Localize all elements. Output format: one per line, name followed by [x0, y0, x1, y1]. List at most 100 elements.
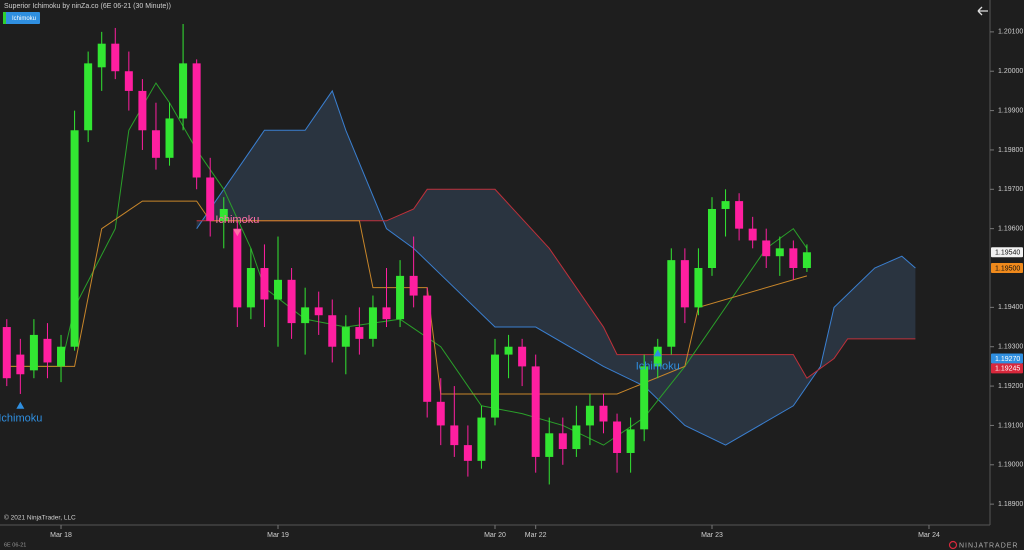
candle-body [233, 228, 242, 308]
y-tick-label: 1.19100 [998, 422, 1023, 429]
x-tick-label: Mar 24 [918, 532, 940, 539]
candle-body [436, 401, 445, 426]
candle-body [314, 307, 323, 316]
indicator-line [196, 188, 916, 379]
candle-body [599, 405, 608, 422]
indicator-button-label[interactable]: Ichimoku [12, 16, 36, 22]
candle-body [477, 417, 486, 461]
candle-body [450, 425, 459, 446]
candle-body [491, 354, 499, 418]
candle-body [789, 248, 798, 269]
candle-body [613, 421, 622, 453]
y-tick-label: 1.19200 [998, 383, 1023, 390]
candle-body [29, 334, 38, 371]
candle-body [355, 327, 364, 339]
price-marker [991, 353, 1023, 364]
indicator-button-flag [3, 12, 6, 24]
candle-body [287, 279, 296, 324]
indicator-button[interactable] [3, 12, 40, 24]
signal-label: Ichimoku [215, 214, 259, 226]
copyright: © 2021 NinjaTrader, LLC [4, 514, 76, 522]
candle-body [16, 354, 25, 375]
y-tick-label: 1.19300 [998, 344, 1023, 351]
cloud [196, 90, 916, 446]
price-marker-label: 1.19270 [995, 356, 1020, 363]
price-marker-label: 1.19540 [995, 250, 1020, 257]
indicator-line [6, 200, 808, 395]
candle-body [124, 71, 133, 91]
candle-body [382, 307, 391, 320]
candle-body [531, 366, 540, 457]
candle-body [640, 366, 649, 430]
candle-body [585, 405, 594, 426]
signal-label: Ichimoku [0, 413, 42, 425]
candle-body [735, 201, 744, 229]
signal-arrow [653, 349, 662, 357]
candle-body [84, 63, 93, 131]
candle-body [179, 63, 188, 119]
x-tick-label: Mar 22 [525, 532, 547, 539]
y-tick-label: 1.19400 [998, 304, 1023, 311]
candle-body [748, 228, 757, 241]
y-tick-label: 1.20000 [998, 68, 1023, 75]
candle-body [368, 307, 377, 339]
candle-body [138, 90, 147, 131]
candle-body [572, 425, 581, 450]
candle-body [151, 130, 160, 158]
candle-body [423, 295, 432, 402]
y-tick-label: 1.20100 [998, 29, 1023, 36]
back-button[interactable] [977, 6, 988, 16]
x-tick-label: Mar 23 [701, 532, 723, 539]
candle-body [626, 429, 635, 453]
price-marker-label: 1.19500 [995, 265, 1020, 272]
candle-body [274, 279, 283, 300]
candle-body [802, 252, 811, 269]
price-marker-label: 1.19245 [995, 366, 1020, 373]
candle-body [328, 315, 337, 347]
logo-icon [948, 540, 958, 550]
candle-body [558, 433, 567, 450]
x-tick-label: Mar 18 [50, 532, 72, 539]
candle-body [545, 433, 554, 457]
candle-body [463, 445, 472, 461]
y-tick-label: 1.18900 [998, 501, 1023, 508]
y-tick-label: 1.19800 [998, 147, 1023, 154]
candle-body [57, 346, 66, 367]
price-marker [991, 363, 1023, 374]
y-tick-label: 1.19900 [998, 107, 1023, 114]
price-marker [991, 247, 1023, 258]
signal-arrow [16, 401, 25, 409]
signal-label: Ichimoku [636, 360, 680, 372]
candle-body [707, 208, 716, 269]
signal-arrow [233, 229, 242, 237]
candle-body [2, 327, 11, 379]
x-tick-label: Mar 20 [484, 532, 506, 539]
x-tick-label: Mar 19 [267, 532, 289, 539]
candle-body [301, 307, 310, 324]
candle-body [97, 43, 106, 68]
candle-body [70, 130, 79, 347]
candle-body [667, 260, 676, 347]
logo: NINJATRADER [959, 542, 1018, 549]
y-tick-label: 1.19700 [998, 186, 1023, 193]
candle-body [341, 327, 350, 347]
chart-title: Superior Ichimoku by ninZa.co (6E 06-21 … [4, 3, 171, 10]
candle-body [653, 346, 662, 367]
price-marker [991, 263, 1023, 274]
y-tick-label: 1.19600 [998, 225, 1023, 232]
candle-body [43, 338, 52, 363]
candle-body [111, 43, 120, 72]
candle-body [721, 201, 730, 209]
candle-body [504, 346, 513, 355]
candle-body [694, 268, 703, 308]
instrument-label: 6E 06-21 [4, 542, 26, 548]
candle-body [246, 268, 255, 308]
candle-body [165, 118, 174, 158]
candle-body [762, 240, 771, 257]
candle-body [192, 63, 201, 178]
candle-body [260, 268, 269, 300]
indicator-line [196, 89, 916, 446]
